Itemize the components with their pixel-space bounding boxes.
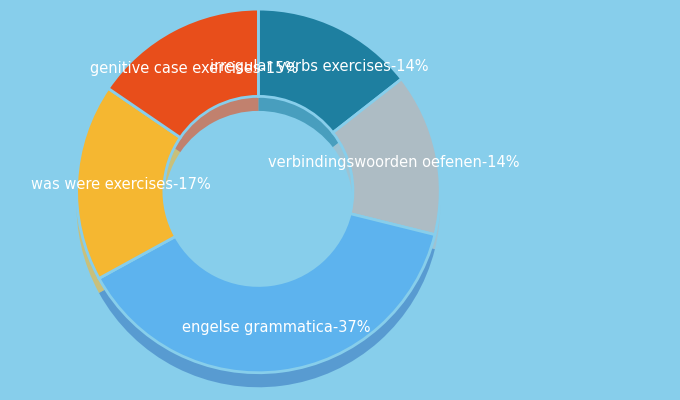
Text: genitive case exercises-15%: genitive case exercises-15% [90,61,298,76]
Wedge shape [333,94,440,249]
Wedge shape [77,103,180,293]
Wedge shape [108,24,258,152]
Wedge shape [333,79,440,235]
Wedge shape [99,214,435,373]
Wedge shape [258,24,402,147]
Text: engelse grammatica-37%: engelse grammatica-37% [182,320,371,336]
Wedge shape [108,9,258,138]
Wedge shape [258,9,402,133]
Wedge shape [99,228,435,387]
Text: irregular verbs exercises-14%: irregular verbs exercises-14% [209,59,428,74]
Wedge shape [77,88,180,278]
Text: verbindingswoorden oefenen-14%: verbindingswoorden oefenen-14% [268,154,520,170]
Text: was were exercises-17%: was were exercises-17% [31,177,210,192]
